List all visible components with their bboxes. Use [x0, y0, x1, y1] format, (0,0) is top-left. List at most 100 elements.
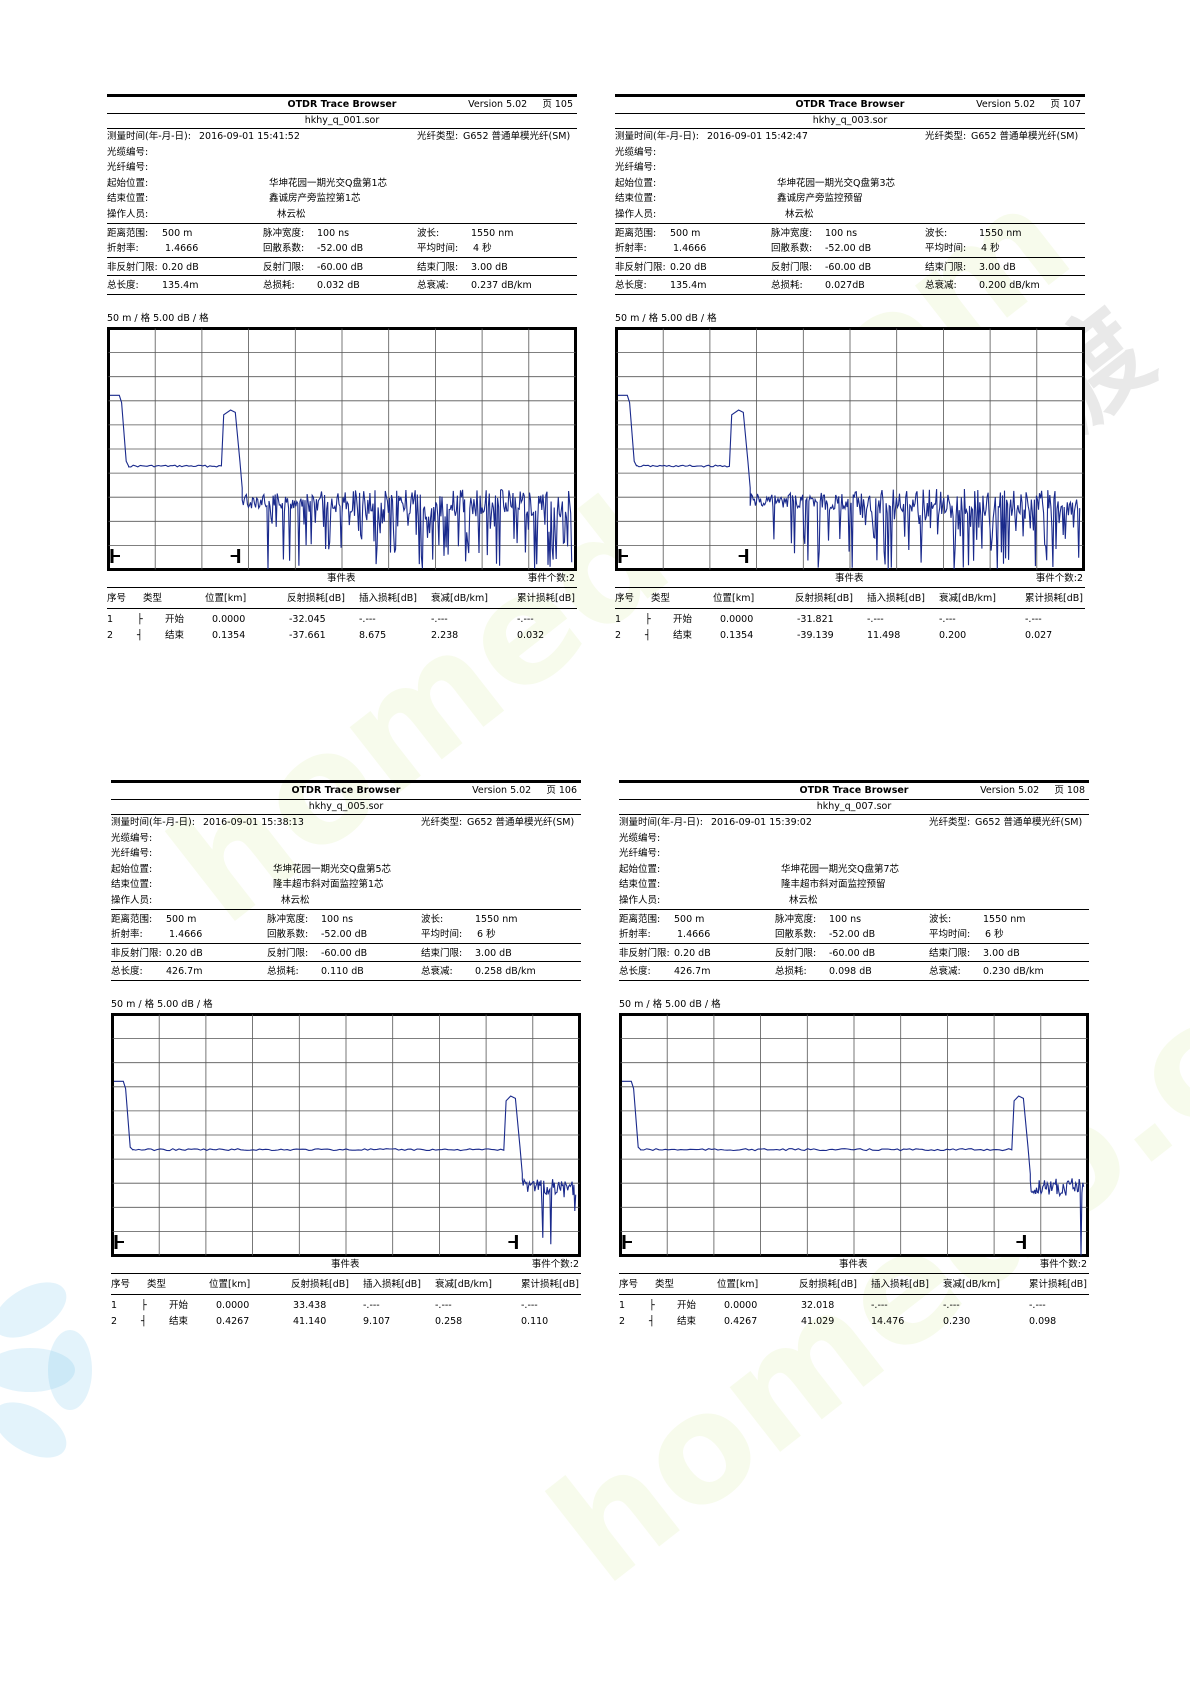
total-loss-value: 0.032 dB	[317, 280, 360, 292]
ref-threshold-value: -60.00 dB	[317, 261, 364, 273]
backscatter-value: -52.00 dB	[825, 243, 872, 255]
total-atten-value: 0.200 dB/km	[979, 280, 1040, 292]
event-type: 结束	[677, 1315, 697, 1327]
start-pos-label: 起始位置:	[111, 863, 153, 875]
start-event-marker-icon	[622, 1234, 632, 1249]
event-attenuation: 2.238	[431, 629, 459, 641]
ref-threshold-value: -60.00 dB	[321, 947, 368, 959]
end-threshold-value: 3.00 dB	[979, 261, 1016, 273]
otdr-report: OTDR Trace Browser Version 5.02 页 107 hk…	[615, 94, 1085, 641]
ref-threshold-label: 反射门限:	[775, 947, 817, 959]
measure-time-label: 测量时间(年-月-日):	[107, 131, 191, 142]
app-title: OTDR Trace Browser	[287, 99, 397, 110]
backscatter-value: -52.00 dB	[317, 243, 364, 255]
event-row: 2 ┤ 结束 0.4267 41.029 14.476 0.230 0.098	[619, 1311, 1089, 1327]
col-type: 类型	[147, 1278, 167, 1290]
start-pos-value: 华坤花园一期光交Q盘第7芯	[781, 863, 900, 875]
wavelength-label: 波长:	[417, 227, 440, 239]
total-length-label: 总长度:	[615, 280, 647, 292]
cable-no-label: 光缆编号:	[107, 146, 149, 158]
operator-label: 操作人员:	[107, 208, 149, 220]
total-length-value: 426.7m	[674, 966, 711, 978]
otdr-report: OTDR Trace Browser Version 5.02 页 106 hk…	[111, 780, 581, 1327]
ref-threshold-value: -60.00 dB	[829, 947, 876, 959]
avg-time-value: 6 秒	[985, 929, 1004, 941]
plot-scale: 50 m / 格 5.00 dB / 格	[107, 312, 209, 324]
event-row: 1 ├ 开始 0.0000 32.018 -.--- -.--- -.---	[619, 1295, 1089, 1311]
end-pos-value: 隆丰超市斜对面监控预留	[781, 879, 886, 891]
backscatter-label: 回散系数:	[263, 243, 305, 255]
fiber-no-label: 光纤编号:	[619, 848, 661, 860]
end-pos-value: 隆丰超市斜对面监控第1芯	[273, 879, 384, 891]
end-threshold-label: 结束门限:	[417, 261, 459, 273]
event-insertion-loss: 11.498	[867, 629, 901, 641]
trace-line	[618, 394, 1081, 570]
start-event-marker-icon	[114, 1234, 124, 1249]
end-pos-label: 结束位置:	[107, 193, 149, 205]
col-cumulative-loss: 累计损耗[dB]	[1025, 592, 1083, 604]
total-loss-value: 0.027dB	[825, 280, 865, 292]
plot-scale: 50 m / 格 5.00 dB / 格	[111, 998, 213, 1010]
fiber-type-label: 光纤类型:	[925, 131, 967, 142]
start-pos-label: 起始位置:	[615, 177, 657, 189]
cable-no-label: 光缆编号:	[615, 146, 657, 158]
total-loss-value: 0.098 dB	[829, 966, 872, 978]
ior-label: 折射率:	[615, 243, 647, 255]
nonref-threshold-label: 非反射门限:	[619, 947, 670, 959]
backscatter-label: 回散系数:	[775, 929, 817, 941]
col-reflectance: 反射损耗[dB]	[287, 592, 345, 604]
measure-time-label: 测量时间(年-月-日):	[615, 131, 699, 142]
file-name: hkhy_q_007.sor	[619, 800, 1089, 815]
measure-time-value: 2016-09-01 15:39:02	[711, 817, 812, 828]
event-reflectance: 32.018	[801, 1299, 835, 1311]
nonref-threshold-value: 0.20 dB	[670, 261, 707, 273]
event-position: 0.0000	[212, 613, 246, 625]
measure-time-value: 2016-09-01 15:38:13	[203, 817, 304, 828]
event-count-label: 事件个数:	[527, 572, 569, 584]
otdr-trace-plot	[111, 1012, 581, 1257]
event-row: 2 ┤ 结束 0.1354 -37.661 8.675 2.238 0.032	[107, 625, 577, 641]
start-event-marker-icon	[110, 548, 120, 563]
plot-scale: 50 m / 格 5.00 dB / 格	[615, 312, 717, 324]
event-reflectance: 41.029	[801, 1315, 835, 1327]
col-attenuation: 衰减[dB/km]	[943, 1278, 1000, 1290]
end-event-marker-icon	[738, 548, 749, 563]
event-row: 1 ├ 开始 0.0000 33.438 -.--- -.--- -.---	[111, 1295, 581, 1311]
ior-value: 1.4666	[677, 929, 711, 941]
wavelength-value: 1550 nm	[475, 913, 518, 925]
col-type: 类型	[143, 592, 163, 604]
range-value: 500 m	[670, 227, 701, 239]
end-threshold-label: 结束门限:	[421, 947, 463, 959]
event-reflectance: -32.045	[289, 613, 326, 625]
avg-time-value: 4 秒	[473, 243, 492, 255]
col-attenuation: 衰减[dB/km]	[939, 592, 996, 604]
col-cumulative-loss: 累计损耗[dB]	[521, 1278, 579, 1290]
avg-time-label: 平均时间:	[929, 929, 971, 941]
event-count: 事件个数:2	[528, 571, 575, 587]
nonref-threshold-label: 非反射门限:	[107, 261, 158, 273]
event-type: 开始	[673, 613, 693, 625]
event-no: 2	[619, 1315, 626, 1327]
event-reflectance: -31.821	[797, 613, 834, 625]
fiber-no-label: 光纤编号:	[615, 162, 657, 174]
ref-threshold-label: 反射门限:	[771, 261, 813, 273]
col-no: 序号	[615, 592, 635, 604]
event-type-icon: ├	[649, 1299, 655, 1311]
end-threshold-label: 结束门限:	[929, 947, 971, 959]
report-header: OTDR Trace Browser Version 5.02 页 107	[615, 94, 1085, 114]
total-length-label: 总长度:	[619, 966, 651, 978]
fiber-type-label: 光纤类型:	[421, 817, 463, 828]
end-pos-label: 结束位置:	[111, 879, 153, 891]
version-page: Version 5.02 页 108	[980, 783, 1085, 799]
end-pos-value: 鑫诚房产旁监控预留	[777, 193, 863, 205]
event-insertion-loss: -.---	[359, 613, 376, 625]
event-cumulative-loss: 0.027	[1025, 629, 1053, 641]
col-insertion-loss: 插入损耗[dB]	[359, 592, 417, 604]
event-type: 开始	[677, 1299, 697, 1311]
nonref-threshold-value: 0.20 dB	[674, 947, 711, 959]
wavelength-label: 波长:	[925, 227, 948, 239]
measure-time-label: 测量时间(年-月-日):	[111, 817, 195, 828]
fiber-type-label: 光纤类型:	[929, 817, 971, 828]
event-insertion-loss: -.---	[871, 1299, 888, 1311]
event-type: 开始	[165, 613, 185, 625]
